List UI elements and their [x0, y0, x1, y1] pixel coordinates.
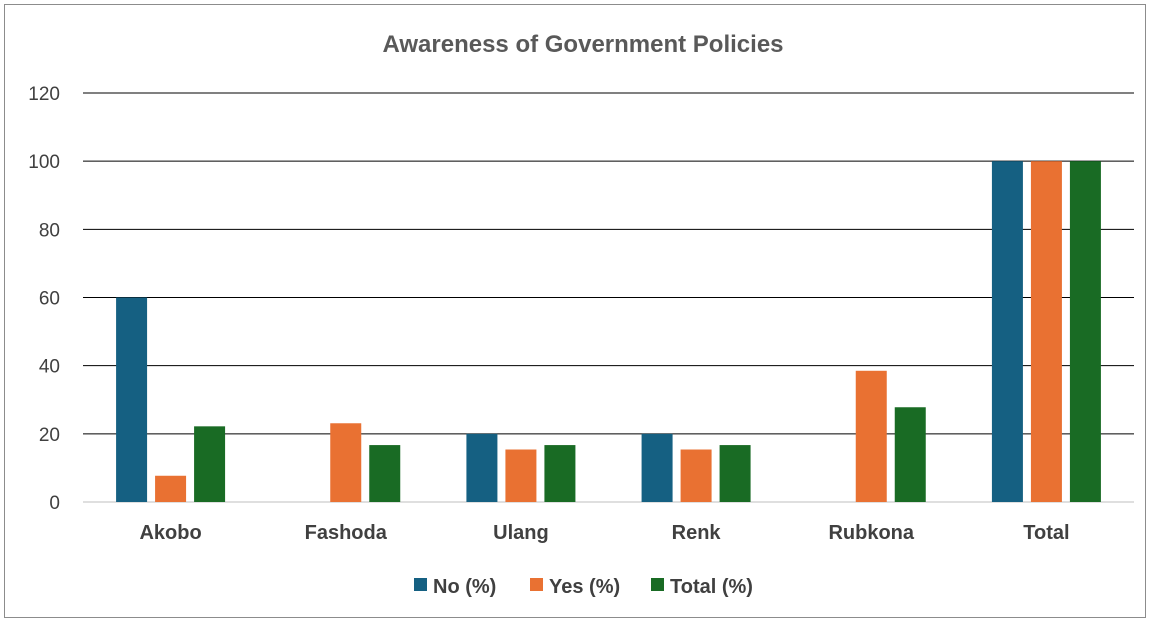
x-category-label: Total: [1023, 522, 1069, 544]
legend-label: Yes (%): [549, 576, 620, 598]
legend-swatch: [530, 578, 543, 591]
legend-swatch: [651, 578, 664, 591]
chart-title: Awareness of Government Policies: [382, 31, 783, 58]
y-axis-ticks: 0 20 40 60 80 100 120: [28, 84, 60, 514]
bar-total-total: [1069, 161, 1101, 502]
x-category-label: Akobo: [139, 522, 201, 544]
y-tick-label: 100: [28, 152, 60, 173]
bar-ulang-total: [544, 445, 576, 502]
bar-renk-yes: [680, 449, 712, 502]
x-category-label: Ulang: [493, 522, 549, 544]
gridlines: [83, 92, 1134, 503]
y-tick-label: 120: [28, 84, 60, 105]
bar-akobo-no: [116, 297, 148, 502]
legend: No (%) Yes (%) Total (%): [414, 576, 753, 598]
bar-total-yes: [1030, 161, 1062, 502]
y-tick-label: 80: [39, 220, 60, 241]
bars: [116, 161, 1101, 502]
y-tick-label: 60: [39, 289, 60, 310]
legend-swatch: [414, 578, 427, 591]
bar-rubkona-yes: [855, 370, 887, 502]
x-category-label: Rubkona: [828, 522, 914, 544]
legend-label: Total (%): [670, 576, 753, 598]
x-category-label: Renk: [672, 522, 722, 544]
bar-rubkona-total: [894, 407, 926, 502]
bar-ulang-no: [466, 433, 498, 502]
bar-ulang-yes: [505, 449, 537, 502]
chart-frame: [4, 4, 1146, 618]
y-tick-label: 20: [39, 425, 60, 446]
legend-label: No (%): [433, 576, 496, 598]
bar-akobo-yes: [155, 475, 187, 502]
x-category-label: Fashoda: [305, 522, 388, 544]
bar-akobo-total: [194, 426, 226, 502]
bar-renk-total: [719, 445, 751, 502]
bar-fashoda-yes: [330, 423, 362, 502]
y-tick-label: 0: [49, 493, 60, 514]
bar-fashoda-total: [369, 445, 401, 502]
bar-total-no: [991, 161, 1023, 502]
bar-renk-no: [641, 433, 673, 502]
x-axis-categories: Akobo Fashoda Ulang Renk Rubkona Total: [139, 522, 1069, 544]
y-tick-label: 40: [39, 357, 60, 378]
